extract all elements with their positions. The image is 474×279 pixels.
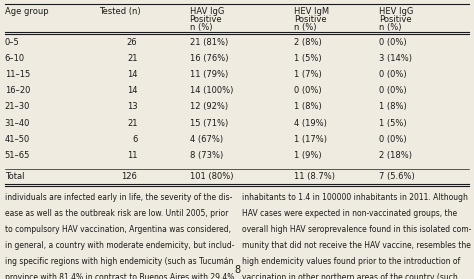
- Text: 11 (8.7%): 11 (8.7%): [294, 172, 335, 181]
- Text: 2 (8%): 2 (8%): [294, 38, 322, 47]
- Text: 6: 6: [132, 135, 137, 144]
- Text: 21: 21: [127, 119, 137, 128]
- Text: vaccination in other northern areas of the country (such: vaccination in other northern areas of t…: [242, 273, 457, 279]
- Text: province with 81.4% in contrast to Buenos Aires with 29.4%: province with 81.4% in contrast to Bueno…: [5, 273, 234, 279]
- Text: Age group: Age group: [5, 7, 48, 16]
- Text: 14 (100%): 14 (100%): [190, 86, 233, 95]
- Text: 11: 11: [127, 151, 137, 160]
- Text: to compulsory HAV vaccination, Argentina was considered,: to compulsory HAV vaccination, Argentina…: [5, 225, 231, 234]
- Text: 1 (7%): 1 (7%): [294, 70, 322, 79]
- Text: 126: 126: [122, 172, 137, 181]
- Text: 0 (0%): 0 (0%): [379, 70, 407, 79]
- Text: Tested (n): Tested (n): [100, 7, 141, 16]
- Text: 13: 13: [127, 102, 137, 111]
- Text: 4 (19%): 4 (19%): [294, 119, 327, 128]
- Text: n (%): n (%): [294, 23, 316, 32]
- Text: 11 (79%): 11 (79%): [190, 70, 228, 79]
- Text: Positive: Positive: [379, 15, 412, 24]
- Text: n (%): n (%): [379, 23, 401, 32]
- Text: n (%): n (%): [190, 23, 212, 32]
- Text: ing specific regions with high endemicity (such as Tucumán: ing specific regions with high endemicit…: [5, 257, 233, 266]
- Text: 51–65: 51–65: [5, 151, 30, 160]
- Text: Positive: Positive: [190, 15, 222, 24]
- Text: Positive: Positive: [294, 15, 327, 24]
- Text: 4 (67%): 4 (67%): [190, 135, 223, 144]
- Text: 14: 14: [127, 86, 137, 95]
- Text: 1 (5%): 1 (5%): [379, 119, 407, 128]
- Text: 8: 8: [234, 265, 240, 275]
- Text: 26: 26: [127, 38, 137, 47]
- Text: 41–50: 41–50: [5, 135, 30, 144]
- Text: 14: 14: [127, 70, 137, 79]
- Text: 0 (0%): 0 (0%): [379, 135, 407, 144]
- Text: munity that did not receive the HAV vaccine, resembles the: munity that did not receive the HAV vacc…: [242, 241, 471, 250]
- Text: 3 (14%): 3 (14%): [379, 54, 412, 63]
- Text: 1 (8%): 1 (8%): [294, 102, 322, 111]
- Text: 0 (0%): 0 (0%): [379, 38, 407, 47]
- Text: 7 (5.6%): 7 (5.6%): [379, 172, 415, 181]
- Text: 31–40: 31–40: [5, 119, 30, 128]
- Text: 0 (0%): 0 (0%): [379, 86, 407, 95]
- Text: Total: Total: [5, 172, 24, 181]
- Text: HAV cases were expected in non-vaccinated groups, the: HAV cases were expected in non-vaccinate…: [242, 209, 457, 218]
- Text: high endemicity values found prior to the introduction of: high endemicity values found prior to th…: [242, 257, 460, 266]
- Text: overall high HAV seroprevalence found in this isolated com-: overall high HAV seroprevalence found in…: [242, 225, 471, 234]
- Text: 11–15: 11–15: [5, 70, 30, 79]
- Text: 16 (76%): 16 (76%): [190, 54, 228, 63]
- Text: 21 (81%): 21 (81%): [190, 38, 228, 47]
- Text: HEV IgM: HEV IgM: [294, 7, 329, 16]
- Text: 6–10: 6–10: [5, 54, 25, 63]
- Text: HAV IgG: HAV IgG: [190, 7, 224, 16]
- Text: 12 (92%): 12 (92%): [190, 102, 228, 111]
- Text: inhabitants to 1.4 in 100000 inhabitants in 2011. Although: inhabitants to 1.4 in 100000 inhabitants…: [242, 193, 468, 201]
- Text: in general, a country with moderate endemicity, but includ-: in general, a country with moderate ende…: [5, 241, 234, 250]
- Text: 1 (5%): 1 (5%): [294, 54, 321, 63]
- Text: 21: 21: [127, 54, 137, 63]
- Text: ease as well as the outbreak risk are low. Until 2005, prior: ease as well as the outbreak risk are lo…: [5, 209, 228, 218]
- Text: individuals are infected early in life, the severity of the dis-: individuals are infected early in life, …: [5, 193, 232, 201]
- Text: HEV IgG: HEV IgG: [379, 7, 414, 16]
- Text: 8 (73%): 8 (73%): [190, 151, 223, 160]
- Text: 0 (0%): 0 (0%): [294, 86, 321, 95]
- Text: 0–5: 0–5: [5, 38, 19, 47]
- Text: 21–30: 21–30: [5, 102, 30, 111]
- Text: 2 (18%): 2 (18%): [379, 151, 412, 160]
- Text: 15 (71%): 15 (71%): [190, 119, 228, 128]
- Text: 1 (8%): 1 (8%): [379, 102, 407, 111]
- Text: 1 (9%): 1 (9%): [294, 151, 321, 160]
- Text: 101 (80%): 101 (80%): [190, 172, 233, 181]
- Text: 1 (17%): 1 (17%): [294, 135, 327, 144]
- Text: 16–20: 16–20: [5, 86, 30, 95]
